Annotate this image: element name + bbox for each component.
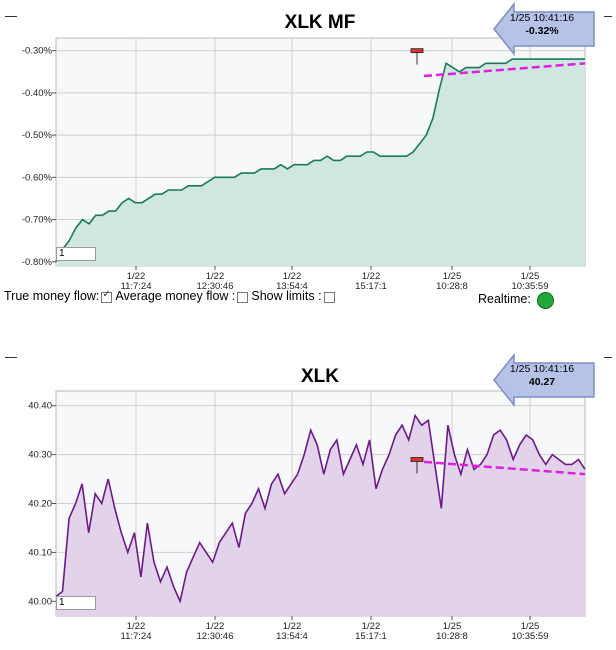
x-tick-time: 12:30:46 [197, 281, 234, 290]
controls-row: True money flow: Average money flow : Sh… [4, 289, 338, 303]
x-tick-time: 10:28:8 [436, 281, 468, 290]
true-money-flow-checkbox[interactable] [101, 289, 113, 303]
trendline [423, 62, 586, 78]
series-line [55, 58, 585, 263]
x-tick-date: 1/25 [521, 621, 540, 632]
show-limits-label: Show limits : [251, 289, 322, 303]
y-tick-label: 40.40 [28, 401, 52, 412]
y-tick-label: -0.50% [22, 130, 53, 141]
corner-dash-right-mid [604, 357, 612, 358]
x-tick-time: 11:7:24 [121, 281, 152, 290]
y-tick-label: -0.30% [22, 46, 53, 57]
corner-dash-left-mid [5, 357, 17, 358]
realtime-indicator: Realtime: [478, 289, 554, 309]
y-tick-label: -0.40% [22, 88, 53, 99]
chart-price-input[interactable]: 1 [56, 596, 96, 610]
callout-mf-time: 1/25 10:41:16 [509, 12, 575, 24]
realtime-label: Realtime: [478, 292, 531, 306]
chart-title-price: XLK [301, 366, 339, 387]
callout-price-text: 1/25 10:41:16 40.27 [497, 363, 587, 389]
x-tick-date: 1/25 [443, 271, 462, 282]
x-tick-time: 10:35:59 [512, 281, 549, 290]
x-tick-time: 10:28:8 [436, 631, 468, 642]
callout-price-time: 1/25 10:41:16 [509, 363, 575, 375]
callout-mf-text: 1/25 10:41:16 -0.32% [497, 12, 587, 38]
y-tick-label: 40.10 [28, 547, 52, 558]
x-tick-time: 15:17:1 [355, 281, 387, 290]
event-marker-icon[interactable] [410, 48, 424, 54]
x-tick-time: 13:54:4 [276, 281, 308, 290]
x-tick-date: 1/25 [521, 271, 540, 282]
y-tick-label: -0.60% [22, 172, 53, 183]
x-tick-date: 1/22 [127, 271, 146, 282]
x-tick-date: 1/22 [127, 621, 146, 632]
y-tick-label: 40.30 [28, 450, 52, 461]
x-tick-time: 13:54:4 [276, 631, 308, 642]
show-limits-checkbox[interactable] [323, 291, 335, 303]
corner-dash-right-top [604, 16, 612, 17]
y-tick-label: 40.00 [28, 596, 52, 607]
trendline [423, 460, 586, 476]
x-tick-time: 10:35:59 [512, 631, 549, 642]
callout-arrow-icon [493, 1, 595, 57]
callout-arrow-icon [493, 352, 595, 408]
y-tick-label: 40.20 [28, 499, 52, 510]
x-tick-date: 1/22 [362, 621, 381, 632]
realtime-status-icon[interactable] [536, 292, 554, 309]
callout-mf-value: -0.32% [525, 25, 559, 37]
x-tick-date: 1/25 [443, 621, 462, 632]
event-marker-icon[interactable] [410, 457, 424, 462]
x-tick-time: 12:30:46 [197, 631, 234, 642]
chart-mf-input[interactable]: 1 [56, 247, 96, 261]
chart-money-flow: -0.30% -0.40% -0.50% -0.60% -0.70% -0.80% 1/22… [22, 1, 595, 290]
x-tick-time: 15:17:1 [355, 631, 387, 642]
series-line [55, 413, 586, 604]
series-area [56, 415, 585, 616]
x-tick-date: 1/22 [283, 271, 302, 282]
average-money-flow-checkbox[interactable] [237, 291, 249, 303]
chart-title-mf: XLK MF [284, 12, 356, 33]
x-tick-time: 11:7:24 [121, 631, 152, 642]
x-tick-date: 1/22 [206, 271, 225, 282]
series-area [56, 59, 585, 266]
x-tick-date: 1/22 [283, 621, 302, 632]
x-tick-date: 1/22 [206, 621, 225, 632]
y-tick-label: -0.70% [22, 215, 53, 226]
chart-price: 40.4040.3040.2040.1040.001/2211:7:241/22… [28, 352, 595, 642]
average-money-flow-label: Average money flow : [115, 289, 236, 303]
callout-price-value: 40.27 [528, 376, 556, 388]
true-money-flow-label: True money flow: [4, 289, 100, 303]
corner-dash-left-top [5, 16, 17, 17]
y-tick-label: -0.80% [22, 257, 53, 268]
x-tick-date: 1/22 [362, 271, 381, 282]
